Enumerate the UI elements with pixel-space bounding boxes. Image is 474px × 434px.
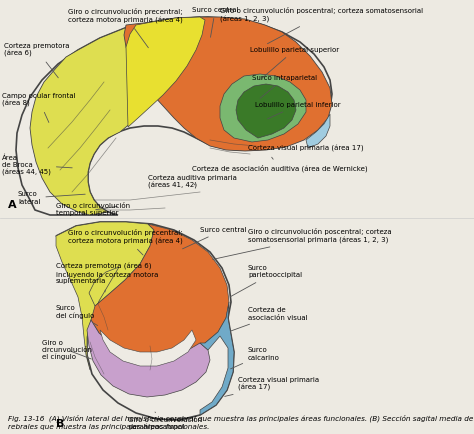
Polygon shape bbox=[91, 224, 229, 355]
Polygon shape bbox=[220, 74, 306, 142]
Polygon shape bbox=[306, 114, 330, 148]
Polygon shape bbox=[87, 320, 210, 397]
Polygon shape bbox=[30, 17, 205, 215]
Text: Surco intraparietal: Surco intraparietal bbox=[252, 75, 317, 98]
Text: Giro o circunvolución precentral;
corteza motora primaria (área 4): Giro o circunvolución precentral; cortez… bbox=[68, 230, 183, 255]
Text: Giro o circunvolución poscentral; corteza
somatosensorial primaria (áreas 1, 2, : Giro o circunvolución poscentral; cortez… bbox=[213, 228, 392, 260]
Text: Surco central: Surco central bbox=[182, 227, 246, 249]
Text: Corteza premotora
(área 6): Corteza premotora (área 6) bbox=[4, 43, 70, 78]
Text: Giro o circunvolución
temporal superior: Giro o circunvolución temporal superior bbox=[56, 204, 130, 217]
Text: Giro o circunvolución
parahipocampal: Giro o circunvolución parahipocampal bbox=[128, 412, 202, 431]
Text: Corteza visual primaria (área 17): Corteza visual primaria (área 17) bbox=[248, 145, 364, 151]
Text: A: A bbox=[8, 200, 17, 210]
Text: Giro o circunvolución poscentral; corteza somatosensorial
(áreas 1, 2, 3): Giro o circunvolución poscentral; cortez… bbox=[220, 7, 423, 44]
Text: Lobulillo parietal superior: Lobulillo parietal superior bbox=[250, 47, 339, 78]
Polygon shape bbox=[126, 17, 205, 127]
Text: Surco central: Surco central bbox=[192, 7, 238, 37]
Text: Fig. 13-16  (A) Visión lateral del hemisferio cerebral que muestra las principal: Fig. 13-16 (A) Visión lateral del hemisf… bbox=[8, 414, 474, 421]
Text: rebrales que muestra las principales áreas funcionales.: rebrales que muestra las principales áre… bbox=[8, 424, 210, 430]
Text: Corteza de asociación auditiva (área de Wernicke): Corteza de asociación auditiva (área de … bbox=[192, 157, 368, 172]
Text: B: B bbox=[56, 419, 64, 429]
Polygon shape bbox=[236, 84, 296, 138]
Text: Surco
parietooccipital: Surco parietooccipital bbox=[230, 266, 302, 297]
Text: Surco
del cíngulo: Surco del cíngulo bbox=[56, 305, 98, 326]
Text: Surco
lateral: Surco lateral bbox=[18, 191, 85, 204]
Text: Corteza de
asociación visual: Corteza de asociación visual bbox=[231, 308, 308, 331]
Text: Corteza visual primaria
(área 17): Corteza visual primaria (área 17) bbox=[225, 377, 319, 396]
Polygon shape bbox=[200, 302, 234, 415]
Polygon shape bbox=[100, 330, 196, 366]
Polygon shape bbox=[56, 222, 154, 370]
Text: Área
de Broca
(áreas 44, 45): Área de Broca (áreas 44, 45) bbox=[2, 154, 72, 176]
Text: Corteza premotora (área 6)
incluyendo la corteza motora
suplementaria: Corteza premotora (área 6) incluyendo la… bbox=[56, 263, 158, 292]
Text: Giro o circunvolución precentral;
corteza motora primaria (área 4): Giro o circunvolución precentral; cortez… bbox=[68, 8, 183, 48]
Polygon shape bbox=[56, 222, 234, 420]
Polygon shape bbox=[124, 17, 332, 151]
Text: Campo ocular frontal
(área 8): Campo ocular frontal (área 8) bbox=[2, 93, 76, 122]
Text: Corteza auditiva primaria
(áreas 41, 42): Corteza auditiva primaria (áreas 41, 42) bbox=[148, 175, 237, 189]
Text: Surco
calcarino: Surco calcarino bbox=[230, 348, 280, 369]
Polygon shape bbox=[16, 17, 332, 215]
Text: Giro o
circunvolución
el cíngulo: Giro o circunvolución el cíngulo bbox=[42, 340, 93, 360]
Text: Lobulillo parietal inferior: Lobulillo parietal inferior bbox=[255, 102, 341, 119]
